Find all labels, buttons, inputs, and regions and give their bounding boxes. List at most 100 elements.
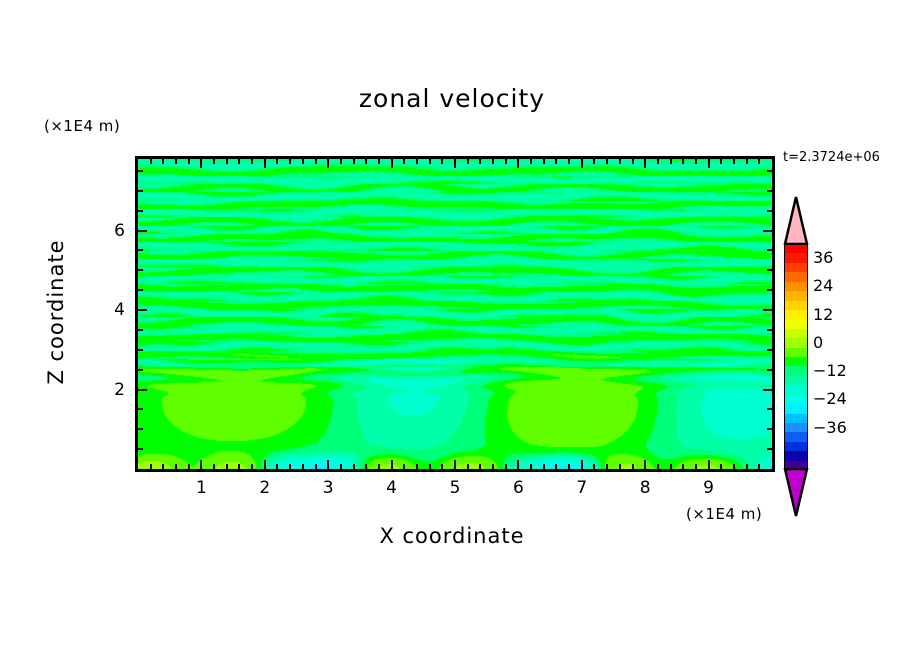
x-tick-label: 7 <box>576 478 588 498</box>
x-tick-minor-top <box>542 159 545 164</box>
x-tick-minor <box>732 464 735 469</box>
colorbar: 36 24 12 0 −12 −24 −36 <box>783 196 847 517</box>
x-tick-minor-top <box>162 159 165 164</box>
y-tick-minor <box>138 448 143 451</box>
y-tick-major-right <box>763 309 772 312</box>
y-tick-minor-right <box>767 269 772 272</box>
y-tick-minor-right <box>767 408 772 411</box>
x-tick-label: 9 <box>703 478 714 498</box>
x-tick-major <box>263 460 266 469</box>
x-tick-major-top <box>580 159 583 168</box>
x-tick-minor-top <box>238 159 241 164</box>
x-tick-major <box>327 460 330 469</box>
x-tick-minor <box>745 464 748 469</box>
x-tick-minor-top <box>403 159 406 164</box>
x-tick-minor <box>606 464 609 469</box>
colorbar-band <box>785 441 807 452</box>
x-tick-minor-top <box>175 159 178 164</box>
colorbar-band <box>785 451 807 462</box>
y-tick-minor <box>138 408 143 411</box>
y-tick-minor <box>138 348 143 351</box>
y-tick-minor-right <box>767 289 772 292</box>
x-tick-major <box>200 460 203 469</box>
x-tick-minor <box>504 464 507 469</box>
contour-plot-area <box>135 156 775 472</box>
x-tick-minor <box>314 464 317 469</box>
colorbar-band <box>785 281 807 292</box>
colorbar-band <box>785 385 807 396</box>
x-tick-minor-top <box>682 159 685 164</box>
x-tick-minor-top <box>365 159 368 164</box>
x-tick-minor-top <box>213 159 216 164</box>
x-tick-major <box>707 460 710 469</box>
x-tick-minor-top <box>352 159 355 164</box>
x-tick-label: 3 <box>322 478 334 498</box>
x-tick-minor <box>542 464 545 469</box>
colorbar-tick-label: 12 <box>813 304 834 324</box>
y-tick-major <box>138 309 147 312</box>
x-tick-minor <box>238 464 241 469</box>
x-tick-major <box>454 460 456 469</box>
x-tick-minor-top <box>618 159 621 164</box>
colorbar-band <box>785 375 807 386</box>
page-title: zonal velocity <box>358 84 546 113</box>
colorbar-band <box>785 262 807 273</box>
x-tick-label: 5 <box>449 478 461 498</box>
x-tick-label: 2 <box>259 478 271 498</box>
x-tick-minor-top <box>568 159 571 164</box>
x-tick-minor-top <box>606 159 609 164</box>
x-tick-minor <box>428 464 431 469</box>
x-tick-minor-top <box>251 159 254 164</box>
x-tick-major <box>580 460 583 469</box>
x-tick-minor <box>530 464 533 469</box>
x-tick-minor <box>669 464 672 469</box>
x-tick-minor-top <box>492 159 495 164</box>
colorbar-band <box>785 347 807 358</box>
x-tick-major-top <box>644 159 647 168</box>
x-tick-minor-top <box>758 159 761 164</box>
x-axis-title: X coordinate <box>379 524 525 548</box>
y-tick-minor <box>138 209 143 212</box>
x-tick-minor-top <box>694 159 697 164</box>
colorbar-tick-label: −36 <box>813 417 847 437</box>
x-tick-major-top <box>327 159 330 168</box>
x-tick-minor <box>251 464 254 469</box>
colorbar-band <box>785 309 807 320</box>
colorbar-band <box>785 253 807 264</box>
scalar-field-canvas <box>138 159 772 469</box>
x-tick-minor <box>225 464 228 469</box>
x-tick-minor <box>631 464 634 469</box>
colorbar-band <box>785 404 807 415</box>
colorbar-band <box>785 357 807 368</box>
x-tick-major-top <box>517 159 520 168</box>
y-tick-minor <box>138 249 143 252</box>
x-tick-minor <box>339 464 342 469</box>
x-tick-minor-top <box>720 159 723 164</box>
y-tick-minor-right <box>767 328 772 331</box>
x-tick-minor-top <box>479 159 482 164</box>
x-tick-minor-top <box>149 159 152 164</box>
x-tick-minor <box>618 464 621 469</box>
colorbar-tick-label: 36 <box>813 248 834 268</box>
x-tick-minor <box>415 464 418 469</box>
y-tick-minor-right <box>767 169 772 172</box>
x-tick-major-top <box>454 159 456 168</box>
x-tick-major <box>390 460 393 469</box>
y-tick-minor-right <box>767 428 772 431</box>
x-tick-minor <box>403 464 406 469</box>
x-tick-minor-top <box>530 159 533 164</box>
colorbar-tick-label: −24 <box>813 389 847 409</box>
y-tick-minor <box>138 368 143 371</box>
x-tick-minor-top <box>745 159 748 164</box>
x-tick-minor-top <box>377 159 380 164</box>
x-tick-minor-top <box>593 159 596 164</box>
y-tick-minor <box>138 289 143 292</box>
x-tick-minor-top <box>428 159 431 164</box>
x-tick-minor-top <box>656 159 659 164</box>
x-tick-major <box>644 460 647 469</box>
colorbar-tick-label: 0 <box>813 332 824 352</box>
x-tick-minor-top <box>314 159 317 164</box>
y-tick-minor-right <box>767 189 772 192</box>
x-tick-minor <box>466 464 469 469</box>
x-tick-minor <box>377 464 380 469</box>
